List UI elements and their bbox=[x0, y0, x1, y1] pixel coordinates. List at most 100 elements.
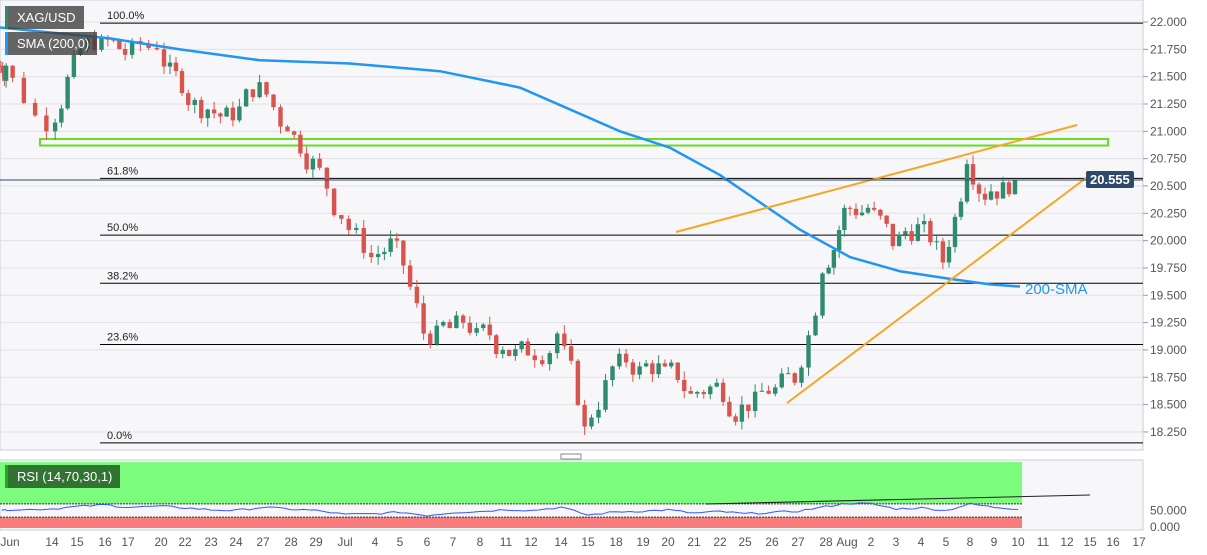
candle bbox=[909, 231, 914, 241]
candle bbox=[250, 89, 256, 98]
candle bbox=[540, 360, 545, 365]
pane-resize-handle[interactable] bbox=[560, 453, 582, 460]
candle bbox=[746, 404, 751, 411]
candle bbox=[1000, 182, 1006, 199]
x-tick-label: 10 bbox=[1011, 535, 1025, 549]
candle bbox=[878, 209, 883, 216]
y-tick-label: 22.000 bbox=[1150, 15, 1187, 29]
resistance-zone bbox=[39, 137, 1109, 147]
candle bbox=[243, 89, 249, 107]
candle bbox=[167, 62, 173, 67]
candle bbox=[271, 94, 276, 108]
candle bbox=[304, 153, 309, 170]
rsi-tick-label: 50.000 bbox=[1150, 504, 1187, 518]
candle bbox=[596, 409, 601, 418]
y-tick-label: 18.500 bbox=[1150, 398, 1187, 412]
candle bbox=[903, 231, 908, 235]
candle bbox=[915, 224, 921, 241]
candle bbox=[447, 322, 452, 329]
candle bbox=[474, 328, 479, 333]
candle bbox=[331, 188, 337, 216]
x-tick-label: 5 bbox=[943, 535, 950, 549]
x-tick-label: 16 bbox=[1106, 535, 1120, 549]
candle bbox=[831, 250, 837, 268]
fib-label: 50.0% bbox=[107, 222, 138, 234]
fib-label: 100.0% bbox=[107, 10, 145, 22]
candle bbox=[382, 251, 387, 255]
candle bbox=[71, 54, 77, 77]
candle bbox=[154, 47, 160, 50]
x-tick-label: 12 bbox=[1060, 535, 1074, 549]
candle bbox=[519, 341, 524, 350]
candle bbox=[568, 346, 574, 361]
candle bbox=[970, 164, 976, 185]
candle bbox=[310, 158, 316, 170]
x-tick-label: 21 bbox=[687, 535, 701, 549]
y-tick-label: 21.250 bbox=[1150, 97, 1187, 111]
x-tick-label: 14 bbox=[554, 535, 568, 549]
x-tick-label: 11 bbox=[500, 535, 513, 549]
x-tick-label: 5 bbox=[397, 535, 404, 549]
candle bbox=[739, 404, 745, 422]
candle bbox=[230, 107, 236, 121]
candle bbox=[285, 126, 290, 132]
candle bbox=[298, 134, 303, 154]
candle bbox=[186, 93, 191, 105]
rsi-trendline bbox=[705, 494, 1091, 505]
candle bbox=[354, 227, 359, 230]
candle bbox=[32, 102, 38, 116]
y-tick-label: 19.250 bbox=[1150, 316, 1187, 330]
candle bbox=[799, 367, 804, 383]
x-tick-label: 24 bbox=[229, 535, 243, 549]
candle bbox=[708, 386, 713, 395]
rsi-tick-label: 0.000 bbox=[1150, 520, 1180, 534]
candle bbox=[752, 391, 758, 411]
candle bbox=[122, 49, 128, 55]
candle bbox=[982, 193, 988, 200]
x-tick-label: 2 bbox=[868, 535, 875, 549]
candle bbox=[826, 267, 831, 274]
candle bbox=[820, 273, 825, 316]
x-tick-label: 14 bbox=[45, 535, 59, 549]
candle bbox=[847, 207, 853, 209]
x-tick-label: 23 bbox=[204, 535, 218, 549]
x-tick-label: 12 bbox=[524, 535, 538, 549]
candle bbox=[361, 227, 366, 253]
candle bbox=[976, 184, 982, 194]
y-tick-label: 20.000 bbox=[1150, 234, 1187, 248]
fib-label: 38.2% bbox=[107, 270, 138, 282]
x-tick-label: 19 bbox=[636, 535, 650, 549]
candle bbox=[3, 65, 9, 81]
candle bbox=[199, 99, 204, 119]
x-tick-label: Jul bbox=[337, 535, 352, 549]
y-tick-label: 21.000 bbox=[1150, 124, 1187, 138]
symbol-label: XAG/USD bbox=[5, 6, 84, 29]
sma200-line bbox=[0, 26, 1021, 288]
x-tick-label: 15 bbox=[1083, 535, 1097, 549]
current-price-tag: 20.555 bbox=[1086, 171, 1134, 188]
candle bbox=[237, 106, 242, 121]
candle bbox=[414, 286, 420, 304]
candle bbox=[720, 382, 726, 402]
candle bbox=[610, 366, 615, 381]
x-tick-label: 7 bbox=[450, 535, 457, 549]
y-tick-label: 18.750 bbox=[1150, 370, 1187, 384]
candle bbox=[192, 99, 197, 105]
candle bbox=[441, 322, 446, 326]
x-tick-label: 27 bbox=[791, 535, 805, 549]
candle bbox=[467, 322, 473, 333]
x-tick-label: 22 bbox=[178, 535, 192, 549]
upper-trendline bbox=[675, 124, 1078, 233]
candle bbox=[958, 201, 964, 217]
candle bbox=[173, 62, 179, 72]
x-tick-label: Jun bbox=[0, 535, 19, 549]
candle bbox=[21, 77, 27, 103]
candle bbox=[623, 353, 629, 363]
candle bbox=[65, 76, 70, 109]
candle bbox=[487, 324, 492, 336]
candle bbox=[264, 82, 269, 95]
candle bbox=[940, 241, 946, 263]
candle bbox=[786, 373, 791, 375]
x-tick-label: 8 bbox=[967, 535, 974, 549]
